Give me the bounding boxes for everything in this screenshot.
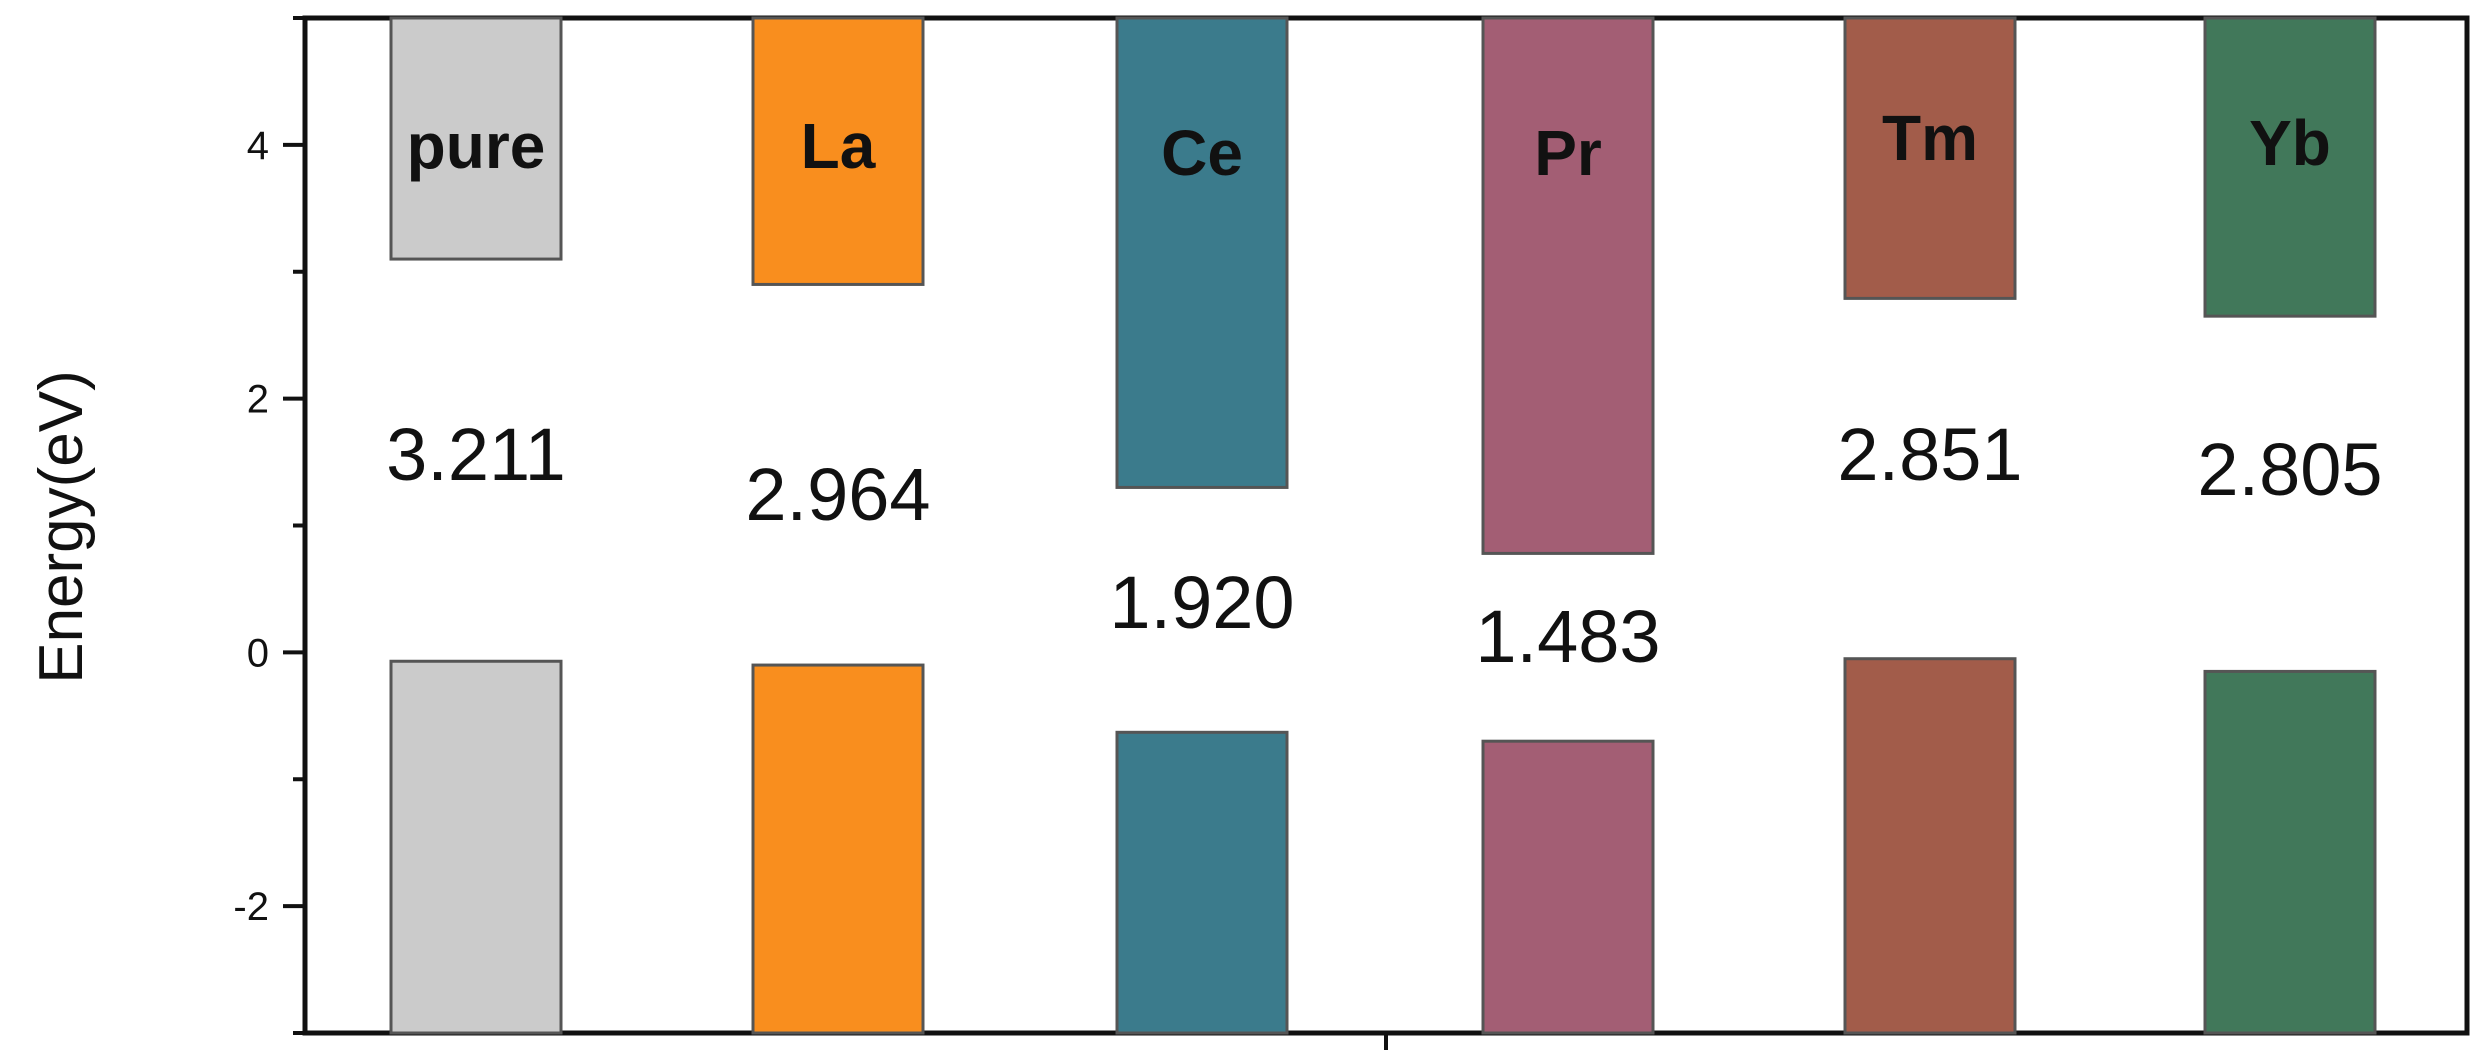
conduction-band-bar-Yb: [2203, 16, 2377, 318]
y-tick-label: 2: [247, 378, 269, 422]
band-gap-label-pure: 3.211: [386, 413, 566, 496]
bar-label-La: La: [801, 110, 876, 182]
conduction-band-bar-La: [751, 16, 925, 286]
band-gap-label-La: 2.964: [745, 453, 930, 536]
valence-band-bar-Tm: [1843, 657, 2017, 1035]
conduction-band-bar-Pr: [1481, 16, 1655, 555]
conduction-band-bar-Ce: [1115, 16, 1289, 489]
conduction-band-bar-Tm: [1843, 16, 2017, 300]
bar-label-pure: pure: [407, 110, 546, 182]
valence-band-bar-Ce: [1115, 730, 1289, 1035]
valence-band-bar-Pr: [1481, 739, 1655, 1035]
bar-label-Ce: Ce: [1161, 117, 1243, 189]
conduction-band-bar-pure: [389, 16, 563, 261]
plot-frame: [302, 15, 2470, 1036]
bar-label-Tm: Tm: [1882, 102, 1978, 174]
y-axis-title: Energy(eV): [27, 370, 96, 684]
band-gap-label-Pr: 1.483: [1475, 595, 1660, 678]
y-axis: -2 0 2 4: [233, 16, 305, 1035]
valence-band-bar-Yb: [2203, 669, 2377, 1035]
bar-label-Yb: Yb: [2249, 107, 2331, 179]
band-gap-label-Tm: 2.851: [1837, 413, 2022, 496]
y-tick-label: -2: [233, 885, 269, 929]
band-gap-label-Yb: 2.805: [2197, 428, 2382, 511]
valence-band-bar-pure: [389, 659, 563, 1035]
band-gap-label-Ce: 1.920: [1109, 561, 1294, 644]
bars-layer: pure 3.211 La 2.964 Ce 1.920 Pr 1.483 Tm 2.851 Yb 2…: [386, 16, 2383, 1035]
bar-label-Pr: Pr: [1534, 117, 1602, 189]
y-tick-label: 0: [247, 631, 269, 675]
valence-band-bar-La: [751, 663, 925, 1035]
y-tick-label: 4: [247, 124, 269, 168]
